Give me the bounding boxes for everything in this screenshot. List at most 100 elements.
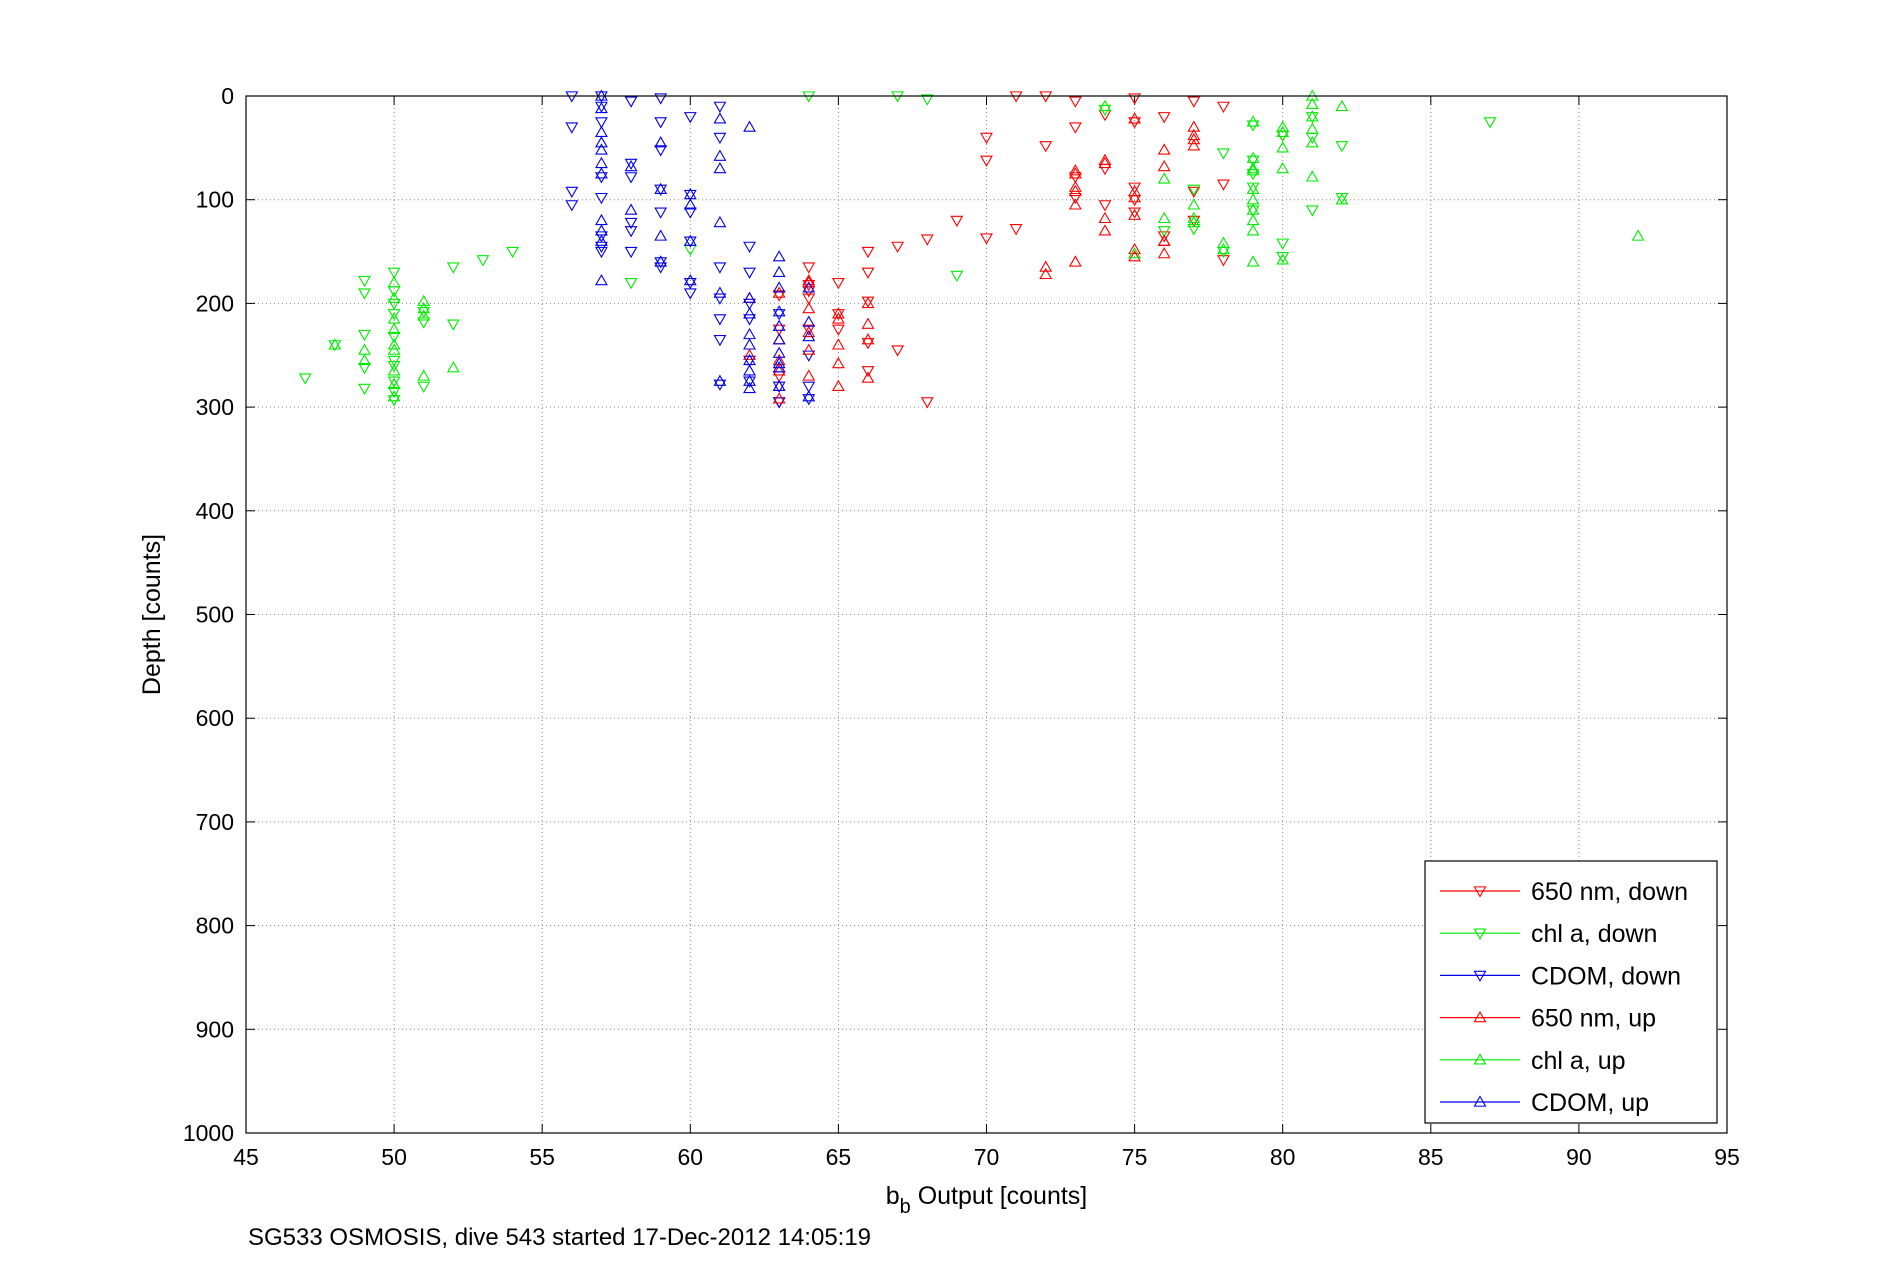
data-point <box>802 273 816 286</box>
y-tick-label: 200 <box>196 290 234 316</box>
x-tick-label: 90 <box>1566 1144 1592 1170</box>
data-point <box>387 377 401 389</box>
data-point <box>1217 236 1230 248</box>
data-point <box>594 167 608 179</box>
data-point <box>831 277 845 290</box>
data-point <box>743 348 756 360</box>
data-point <box>654 184 668 196</box>
x-axis-label: bb Output [counts] <box>886 1182 1088 1218</box>
data-point <box>1009 224 1023 236</box>
data-point <box>920 94 934 106</box>
data-point <box>980 132 993 145</box>
data-point <box>743 298 756 311</box>
data-point <box>713 335 727 347</box>
data-point <box>802 91 816 103</box>
data-point <box>1187 186 1201 199</box>
data-point <box>358 288 371 300</box>
data-point <box>683 236 697 248</box>
data-point <box>772 364 786 376</box>
series-5 <box>594 89 816 402</box>
data-point <box>654 207 668 219</box>
data-point <box>446 319 460 331</box>
data-point <box>1128 112 1142 124</box>
data-point <box>772 356 786 369</box>
data-point <box>683 277 697 290</box>
data-point <box>328 340 342 352</box>
data-point <box>1276 161 1290 174</box>
data-point <box>387 309 401 321</box>
data-point <box>683 189 697 202</box>
data-point <box>1039 260 1053 272</box>
data-point <box>1276 141 1290 153</box>
data-point <box>1187 198 1201 210</box>
data-point <box>654 93 668 105</box>
data-point <box>772 381 786 393</box>
data-point <box>1246 155 1260 167</box>
data-point <box>594 89 608 101</box>
data-point <box>594 101 608 114</box>
data-point <box>654 117 668 129</box>
data-point <box>772 309 786 321</box>
y-tick-label: 300 <box>196 394 234 420</box>
data-point <box>1217 255 1230 267</box>
data-point <box>743 291 756 303</box>
data-point <box>624 159 638 172</box>
data-point <box>1157 247 1171 259</box>
data-point <box>387 331 401 344</box>
data-point <box>654 262 668 274</box>
data-point <box>713 101 727 113</box>
data-point <box>1217 179 1230 191</box>
data-point <box>1305 170 1319 182</box>
data-point <box>743 267 756 279</box>
data-point <box>594 241 608 253</box>
data-point <box>743 314 756 326</box>
data-point <box>387 364 401 376</box>
data-point <box>387 390 401 402</box>
data-point <box>713 215 727 228</box>
data-point <box>417 369 431 381</box>
data-point <box>1335 99 1349 112</box>
data-point <box>1246 151 1260 163</box>
series-0 <box>772 91 1290 409</box>
data-point <box>920 397 934 409</box>
data-point <box>417 381 431 393</box>
data-point <box>1217 148 1230 160</box>
y-tick-label: 400 <box>196 498 234 524</box>
data-point <box>802 325 816 338</box>
y-tick-labels: 0 100 200 300 400 500 600 700 800 900 1000 <box>183 83 234 1146</box>
legend-marker <box>1473 886 1487 898</box>
data-point <box>1305 136 1319 148</box>
data-point <box>802 315 816 327</box>
data-point <box>417 294 431 307</box>
data-point <box>624 172 638 184</box>
data-point <box>683 198 697 210</box>
legend-item: chl a, down <box>1440 920 1657 948</box>
x-tick-label: 45 <box>233 1144 259 1170</box>
data-point <box>1187 184 1201 196</box>
data-point <box>1068 164 1082 176</box>
data-point <box>387 291 401 303</box>
x-axis-label-subscript: b <box>900 1196 911 1218</box>
y-tick-label: 600 <box>196 705 234 731</box>
data-point <box>358 353 371 366</box>
data-point <box>417 301 431 314</box>
data-point <box>1128 184 1142 197</box>
data-point <box>831 338 845 350</box>
series-4 <box>328 89 1645 402</box>
data-point <box>1098 153 1112 165</box>
data-point <box>1157 143 1171 155</box>
data-point <box>654 182 668 195</box>
data-point <box>565 200 579 212</box>
data-point <box>743 338 756 350</box>
data-point <box>387 360 401 373</box>
data-point <box>1305 205 1319 217</box>
data-point <box>772 333 786 345</box>
data-point <box>743 120 756 132</box>
data-point <box>713 161 727 174</box>
data-point <box>624 246 638 259</box>
data-point <box>683 112 697 124</box>
data-point <box>446 262 460 274</box>
data-point <box>417 317 431 329</box>
data-point <box>1246 161 1260 174</box>
